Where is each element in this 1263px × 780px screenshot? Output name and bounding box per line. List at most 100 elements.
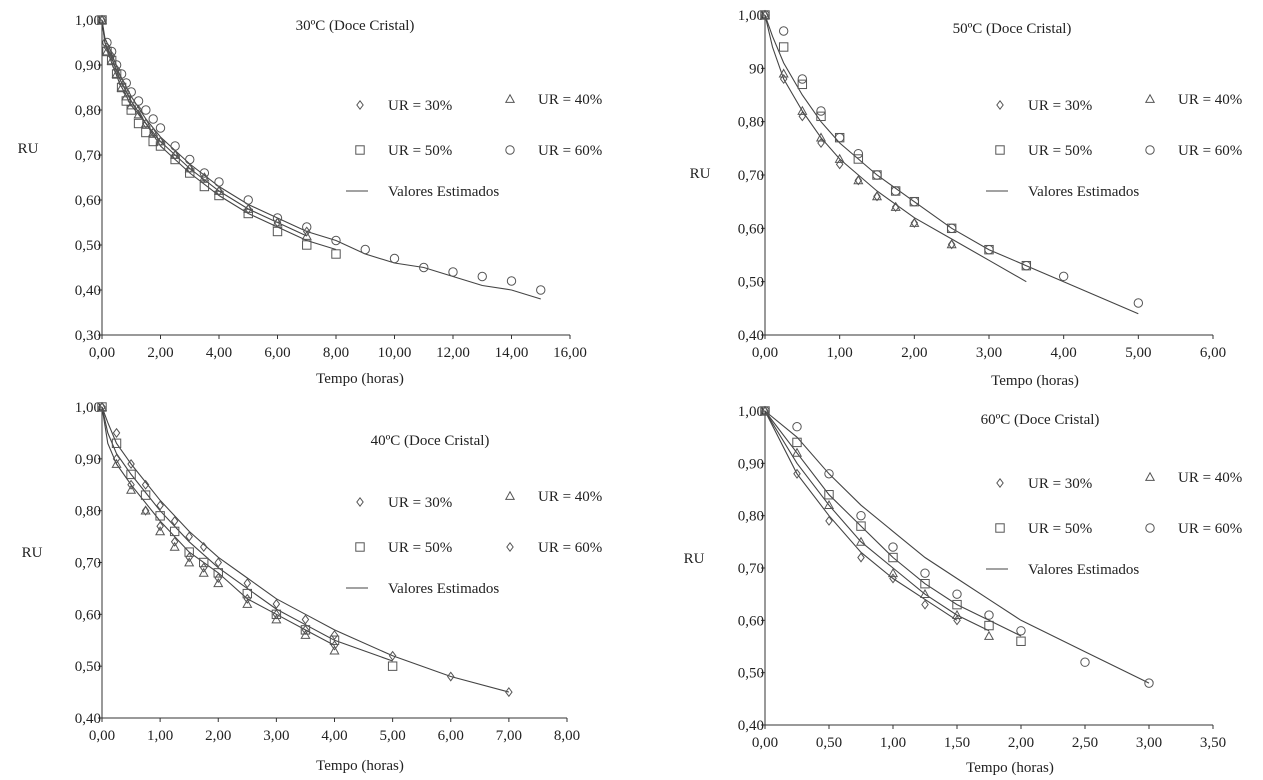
data-point [302, 222, 312, 232]
data-point [111, 60, 122, 70]
legend-marker [995, 145, 1005, 155]
data-point [106, 46, 117, 57]
fit-curve [101, 19, 308, 237]
data-point [887, 568, 899, 578]
data-point [779, 73, 788, 85]
data-point [329, 635, 340, 645]
data-point [243, 578, 252, 589]
data-point [98, 401, 106, 413]
y-tick-label: 0,30 [75, 328, 101, 344]
data-point [271, 609, 282, 620]
x-tick-label: 5,00 [380, 728, 406, 744]
y-tick-label: 0,80 [75, 103, 101, 119]
data-point [888, 542, 898, 552]
x-tick-label: 0,50 [816, 735, 842, 751]
fit-curve [101, 406, 510, 693]
legend-label: UR = 30% [388, 495, 452, 511]
data-point [184, 547, 194, 557]
data-point [448, 267, 458, 277]
y-tick-label: 0,50 [738, 275, 764, 291]
legend-label: UR = 60% [538, 540, 602, 556]
data-point [301, 230, 312, 240]
legend-label: UR = 40% [538, 489, 602, 505]
x-tick-label: 2,00 [205, 728, 231, 744]
data-point [909, 196, 920, 207]
fit-curve [764, 14, 1027, 283]
data-point [97, 15, 107, 25]
data-point [983, 630, 995, 640]
data-point [952, 599, 962, 610]
data-point [853, 148, 864, 159]
legend-label: UR = 30% [388, 98, 452, 114]
y-tick-label: 0,60 [75, 193, 101, 209]
data-point [121, 91, 132, 101]
legend-label: UR = 50% [388, 143, 452, 159]
data-point [199, 541, 208, 552]
data-point [855, 536, 867, 546]
y-tick-label: 0,70 [75, 148, 101, 164]
data-point [857, 552, 865, 563]
x-tick-label: 0,00 [752, 735, 778, 751]
y-tick-label: 0,90 [75, 452, 101, 468]
fit-curve [764, 410, 990, 632]
fit-curve [101, 406, 335, 646]
data-point [121, 78, 131, 88]
data-point [302, 226, 311, 237]
legend-label: UR = 60% [1178, 521, 1242, 537]
chart-title: 40ºC (Doce Cristal) [371, 433, 490, 449]
y-axis-label: RU [684, 551, 705, 567]
data-point [419, 262, 429, 273]
legend-label: UR = 40% [1178, 92, 1242, 108]
data-point [126, 87, 136, 97]
x-tick-label: 6,00 [438, 728, 464, 744]
legend-label: UR = 40% [538, 92, 602, 108]
y-tick-label: 0,50 [738, 666, 764, 682]
data-point [505, 687, 513, 698]
data-point [170, 154, 180, 165]
data-point [271, 614, 282, 624]
data-point [793, 468, 801, 479]
fit-curve [764, 410, 1150, 684]
legend-label: UR = 50% [1028, 521, 1092, 537]
legend-label: UR = 50% [388, 540, 452, 556]
legend-label: UR = 60% [1178, 143, 1242, 159]
x-tick-label: 8,00 [323, 345, 349, 361]
data-point [127, 479, 135, 490]
data-point [140, 505, 151, 515]
data-point [170, 149, 181, 159]
fit-curve [101, 19, 541, 300]
x-tick-label: 6,00 [1200, 345, 1226, 361]
data-point [1058, 271, 1069, 282]
data-point [835, 159, 844, 170]
data-point [243, 203, 254, 213]
data-point [760, 406, 770, 416]
chart-panel-1: 0,30 0,40 0,50 0,60 0,70 0,80 0,90 1,00 0,00 2,00… [18, 13, 603, 387]
fit-curve [764, 410, 1022, 637]
data-point [199, 181, 210, 192]
x-axis-label: Tempo (horas) [316, 758, 404, 774]
data-point [1016, 626, 1026, 636]
data-point [825, 515, 833, 526]
data-point [141, 479, 150, 490]
data-point [112, 427, 121, 438]
data-point [111, 68, 122, 78]
x-tick-label: 1,00 [827, 345, 853, 361]
y-tick-label: 0,70 [75, 556, 101, 572]
data-point [1133, 298, 1144, 308]
legend-line-label: Valores Estimados [1028, 562, 1139, 578]
chart-title: 50ºC (Doce Cristal) [953, 21, 1072, 37]
data-point [1016, 636, 1026, 646]
data-point [141, 127, 151, 138]
legend-marker [996, 477, 1004, 489]
data-point [920, 579, 930, 589]
data-point [823, 499, 835, 510]
legend-marker [356, 496, 364, 508]
y-tick-label: 0,60 [75, 607, 101, 623]
data-point [834, 132, 845, 143]
fit-curve [764, 14, 1139, 315]
legend-marker [504, 490, 516, 500]
data-point [300, 629, 311, 639]
data-point [141, 105, 151, 115]
data-point [117, 77, 126, 89]
data-point [185, 531, 193, 542]
